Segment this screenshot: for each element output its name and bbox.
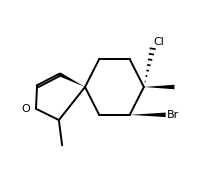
- Text: O: O: [22, 104, 31, 114]
- Polygon shape: [130, 113, 166, 117]
- Polygon shape: [58, 72, 85, 87]
- Text: Cl: Cl: [154, 37, 165, 47]
- Text: Br: Br: [167, 110, 179, 120]
- Polygon shape: [144, 85, 174, 89]
